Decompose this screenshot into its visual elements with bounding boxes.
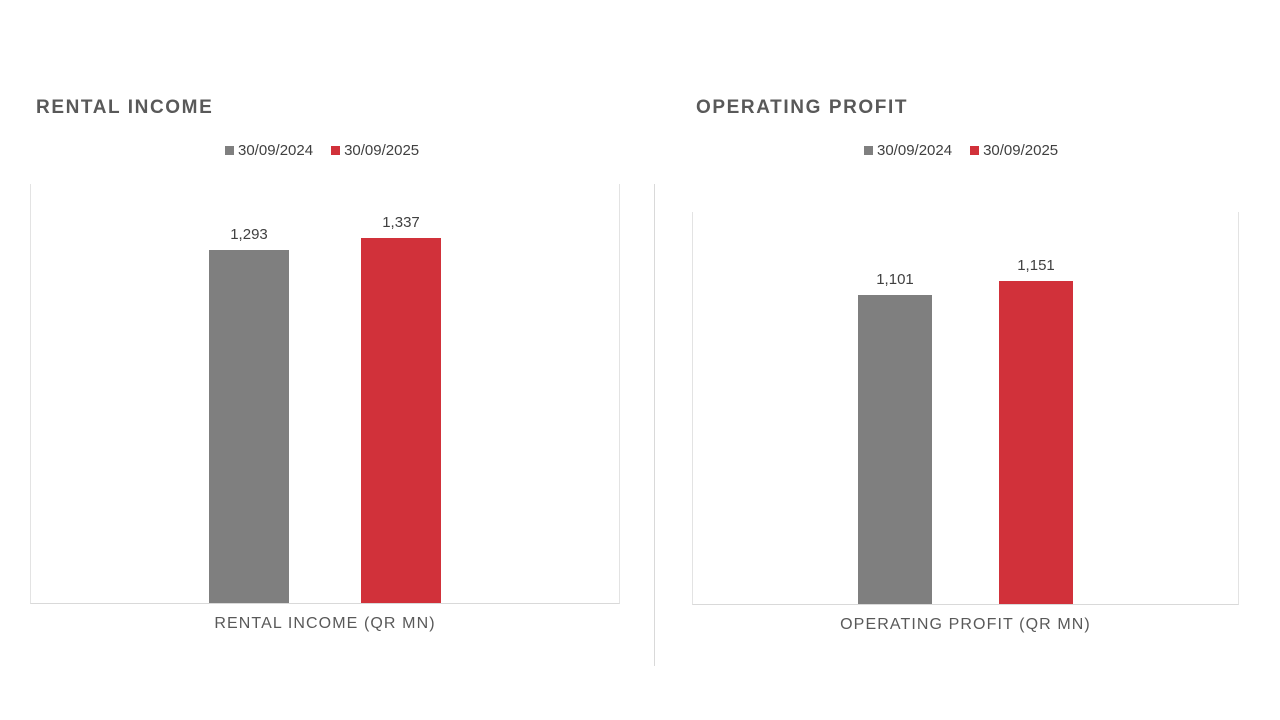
rental-income-x-axis-label: RENTAL INCOME (QR MN) (214, 615, 436, 632)
legend-label-2024: 30/09/2024 (877, 142, 953, 159)
operating-profit-title: OPERATING PROFIT (696, 97, 909, 118)
legend-item-2024: 30/09/2024 (864, 142, 952, 159)
rental-income-panel: RENTAL INCOME 30/09/2024 30/09/2025 1,29… (30, 97, 620, 632)
legend-swatch-2024 (225, 146, 234, 155)
operating-profit-data-label-2024: 1,101 (876, 271, 914, 288)
panel-divider (654, 184, 655, 666)
rental-income-title: RENTAL INCOME (36, 97, 214, 118)
operating-profit-legend: 30/09/2024 30/09/2025 (864, 142, 1058, 159)
operating-profit-x-axis-label: OPERATING PROFIT (QR MN) (840, 616, 1091, 633)
rental-income-data-label-2024: 1,293 (230, 226, 268, 243)
rental-income-bar-2025 (361, 238, 441, 603)
legend-item-2025: 30/09/2025 (970, 142, 1058, 159)
legend-swatch-2025 (970, 146, 980, 155)
operating-profit-panel: OPERATING PROFIT 30/09/2024 30/09/2025 1… (640, 0, 1280, 720)
legend-item-2025: 30/09/2025 (331, 142, 419, 159)
rental-income-bar-2024 (209, 250, 289, 603)
operating-profit-data-label-2025: 1,151 (1017, 257, 1055, 274)
rental-income-plot-area: 1,293 1,337 (30, 184, 620, 604)
operating-profit-plot-area: 1,101 1,151 (692, 212, 1239, 605)
legend-swatch-2025 (331, 146, 341, 155)
legend-item-2024: 30/09/2024 (225, 142, 313, 159)
legend-label-2024: 30/09/2024 (238, 142, 314, 159)
operating-profit-bar-2024 (858, 295, 932, 604)
rental-income-data-label-2025: 1,337 (382, 214, 420, 231)
operating-profit-bar-2025 (999, 281, 1073, 604)
rental-income-legend: 30/09/2024 30/09/2025 (225, 142, 419, 159)
legend-swatch-2024 (864, 146, 873, 155)
legend-label-2025: 30/09/2025 (983, 142, 1059, 159)
legend-label-2025: 30/09/2025 (344, 142, 420, 159)
